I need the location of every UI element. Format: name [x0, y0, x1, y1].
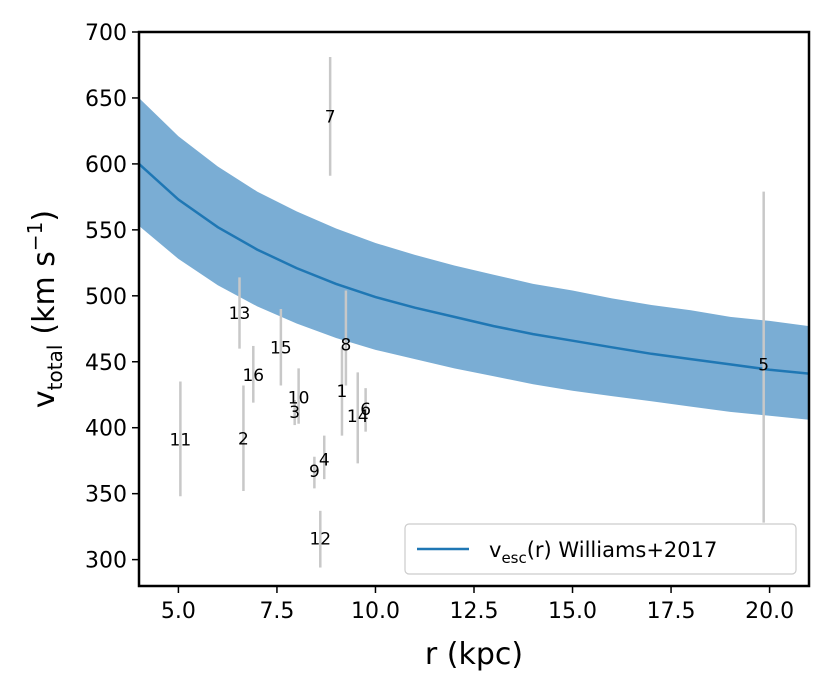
point-label-9: 9: [309, 462, 320, 482]
y-tick-label: 700: [85, 21, 127, 46]
escape-velocity-band: [139, 98, 809, 420]
point-label-13: 13: [229, 304, 251, 324]
x-tick-label: 10.0: [351, 599, 400, 624]
legend-box: [404, 523, 797, 575]
y-axis-title-close: ): [27, 210, 62, 222]
y-tick-label: 550: [85, 219, 127, 244]
point-label-8: 8: [340, 336, 351, 356]
point-label-5: 5: [758, 355, 769, 375]
x-tick-label: 15.0: [548, 599, 597, 624]
y-tick-label: 400: [85, 417, 127, 442]
x-tick-label: 12.5: [450, 599, 499, 624]
point-label-3: 3: [289, 403, 300, 423]
y-axis-title-subscript: total: [43, 345, 67, 391]
escape-velocity-curve: [139, 162, 809, 375]
y-tick-label: 350: [85, 483, 127, 508]
y-tick-label: 300: [85, 549, 127, 574]
y-tick-label: 450: [85, 351, 127, 376]
y-axis-title-main: v: [27, 390, 62, 408]
x-tick-label: 20.0: [745, 599, 794, 624]
point-label-6: 6: [360, 400, 371, 420]
x-tick-label: 5.0: [161, 599, 196, 624]
legend-label-subscript: esc: [501, 549, 526, 567]
point-label-1: 1: [337, 382, 348, 402]
x-tick-label: 17.5: [647, 599, 696, 624]
point-label-4: 4: [319, 450, 330, 470]
point-label-15: 15: [270, 338, 292, 358]
point-label-10: 10: [288, 388, 310, 408]
y-tick-label: 500: [85, 285, 127, 310]
point-label-12: 12: [309, 530, 331, 550]
point-label-7: 7: [325, 107, 336, 127]
legend: vesc(r) Williams+2017: [404, 523, 797, 575]
point-label-2: 2: [238, 429, 249, 449]
y-axis-title-unit: (km s: [27, 251, 62, 334]
error-bars: [179, 57, 765, 568]
legend-label-rest: (r) Williams+2017: [527, 538, 718, 562]
x-axis: 5.0 7.5 10.0 12.5 15.0 17.5 20.0: [161, 586, 794, 624]
legend-label-main: v: [489, 538, 501, 562]
y-axis: 300 350 400 450 500 550 600 650 700: [85, 21, 139, 574]
point-label-14: 14: [347, 407, 369, 427]
y-tick-label: 650: [85, 87, 127, 112]
y-axis-title: vtotal (km s−1): [23, 210, 67, 408]
y-tick-label: 600: [85, 153, 127, 178]
x-axis-title: r (kpc): [425, 637, 523, 672]
y-axis-title-exponent: −1: [23, 222, 47, 251]
x-tick-label: 7.5: [259, 599, 294, 624]
point-label-11: 11: [170, 431, 192, 451]
legend-label: vesc(r) Williams+2017: [489, 538, 717, 567]
point-label-16: 16: [242, 366, 264, 386]
